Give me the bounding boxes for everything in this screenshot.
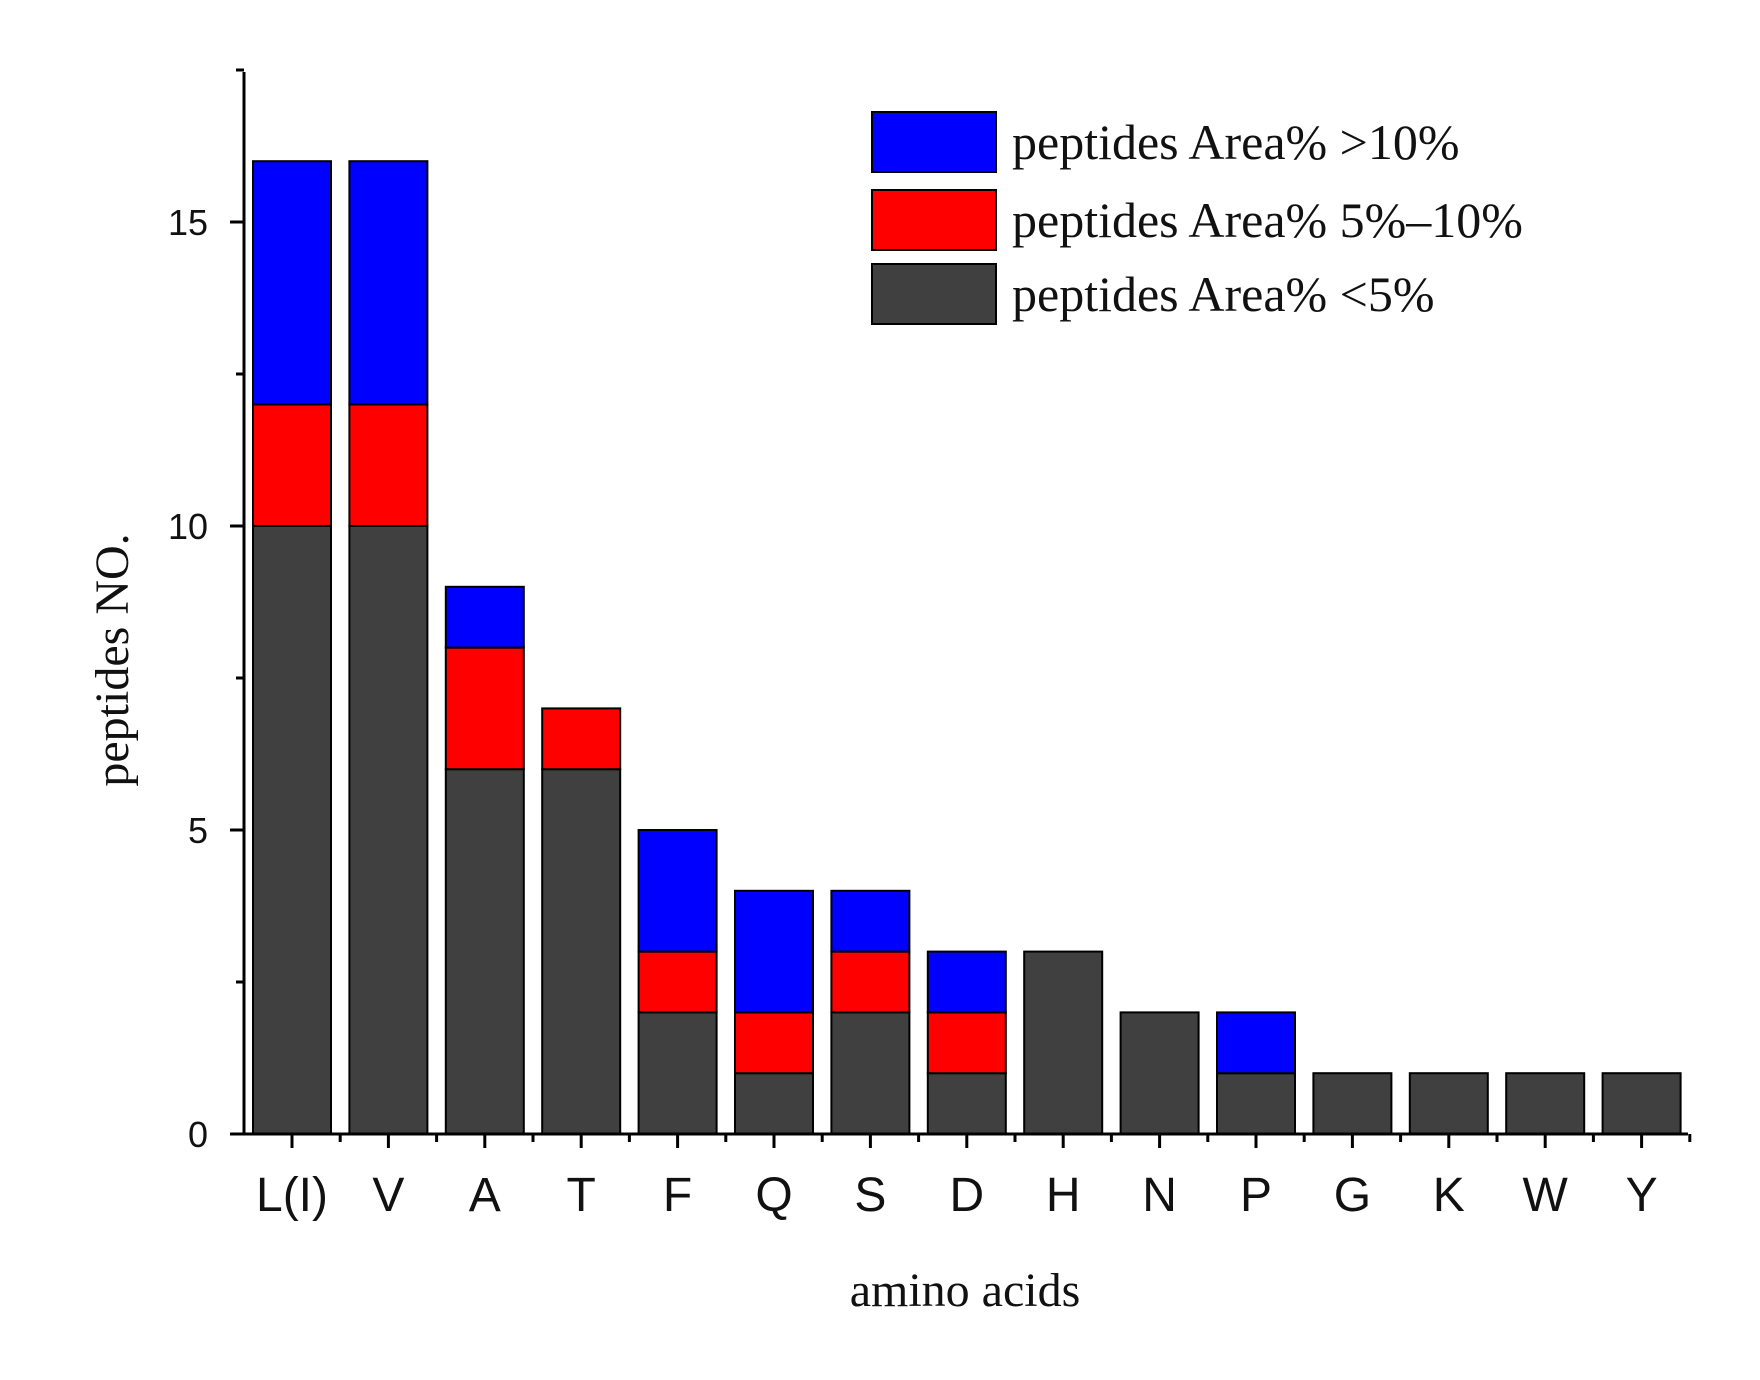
bar-q-series-2 — [734, 889, 814, 1014]
x-tick-label: F — [663, 1169, 692, 1222]
x-tick-label: Q — [755, 1169, 792, 1222]
bar-n-series-0 — [1119, 1011, 1200, 1136]
bar-a-series-2 — [444, 585, 525, 649]
bar-q-series-0 — [734, 1072, 814, 1135]
bar-d-series-0 — [926, 1072, 1007, 1135]
bar-f-series-1 — [637, 950, 718, 1014]
x-tick-label: L(I) — [256, 1169, 328, 1222]
x-tick-label: P — [1240, 1169, 1272, 1222]
y-tick-label: 15 — [168, 202, 208, 243]
bar-g-series-0 — [1312, 1072, 1393, 1135]
bar-h-series-0 — [1023, 950, 1104, 1135]
axes-group: 0 5 10 15 L(I) V A T F Q S D H N P G K W Y — [168, 68, 1692, 1222]
bar-v-series-0 — [348, 525, 429, 1135]
bar-y-series-0 — [1601, 1072, 1682, 1135]
bar-a-series-0 — [444, 768, 525, 1135]
x-tick-label: N — [1142, 1169, 1177, 1222]
bar-a-series-1 — [444, 646, 525, 771]
bar-li-series-1 — [252, 403, 332, 527]
x-tick-label: W — [1523, 1169, 1569, 1222]
bar-s-series-2 — [830, 889, 911, 953]
bar-p-series-2 — [1216, 1011, 1296, 1075]
bar-s-series-0 — [830, 1011, 911, 1136]
legend-label: peptides Area% <5% — [1012, 266, 1435, 322]
legend-swatch — [871, 189, 997, 251]
x-tick-label: K — [1433, 1169, 1465, 1222]
legend-swatch — [871, 111, 997, 173]
legend-label: peptides Area% 5%–10% — [1012, 192, 1523, 248]
bar-f-series-0 — [637, 1011, 718, 1136]
bar-li-series-2 — [252, 160, 332, 406]
bar-li-series-0 — [252, 525, 332, 1135]
x-tick-label: Y — [1626, 1169, 1658, 1222]
y-tick-label: 10 — [168, 506, 208, 547]
bar-v-series-2 — [348, 160, 429, 406]
bar-q-series-1 — [734, 1011, 814, 1075]
x-axis-title: amino acids — [850, 1264, 1081, 1317]
legend-swatch — [871, 263, 997, 325]
legend: peptides Area% >10% peptides Area% 5%–10%… — [871, 111, 1523, 325]
bar-d-series-2 — [926, 950, 1007, 1014]
bar-k-series-0 — [1408, 1072, 1489, 1135]
x-tick-label: S — [854, 1169, 886, 1222]
bar-t-series-1 — [541, 707, 622, 771]
y-axis-title: peptides NO. — [86, 533, 139, 786]
x-tick-label: V — [372, 1169, 404, 1222]
legend-label: peptides Area% >10% — [1012, 114, 1460, 170]
y-tick-label: 5 — [188, 810, 208, 851]
bar-f-series-2 — [637, 829, 718, 953]
bar-v-series-1 — [348, 403, 429, 527]
x-tick-label: G — [1334, 1169, 1371, 1222]
x-tick-label: T — [567, 1169, 596, 1222]
x-tick-label: D — [949, 1169, 984, 1222]
x-tick-label: H — [1046, 1169, 1081, 1222]
x-tick-label: A — [469, 1169, 501, 1222]
bar-p-series-0 — [1216, 1072, 1296, 1135]
bar-t-series-0 — [541, 768, 622, 1135]
bar-s-series-1 — [830, 950, 911, 1014]
bar-w-series-0 — [1505, 1072, 1586, 1135]
bar-d-series-1 — [926, 1011, 1007, 1075]
bars-group — [252, 160, 1682, 1136]
y-tick-label: 0 — [188, 1114, 208, 1155]
